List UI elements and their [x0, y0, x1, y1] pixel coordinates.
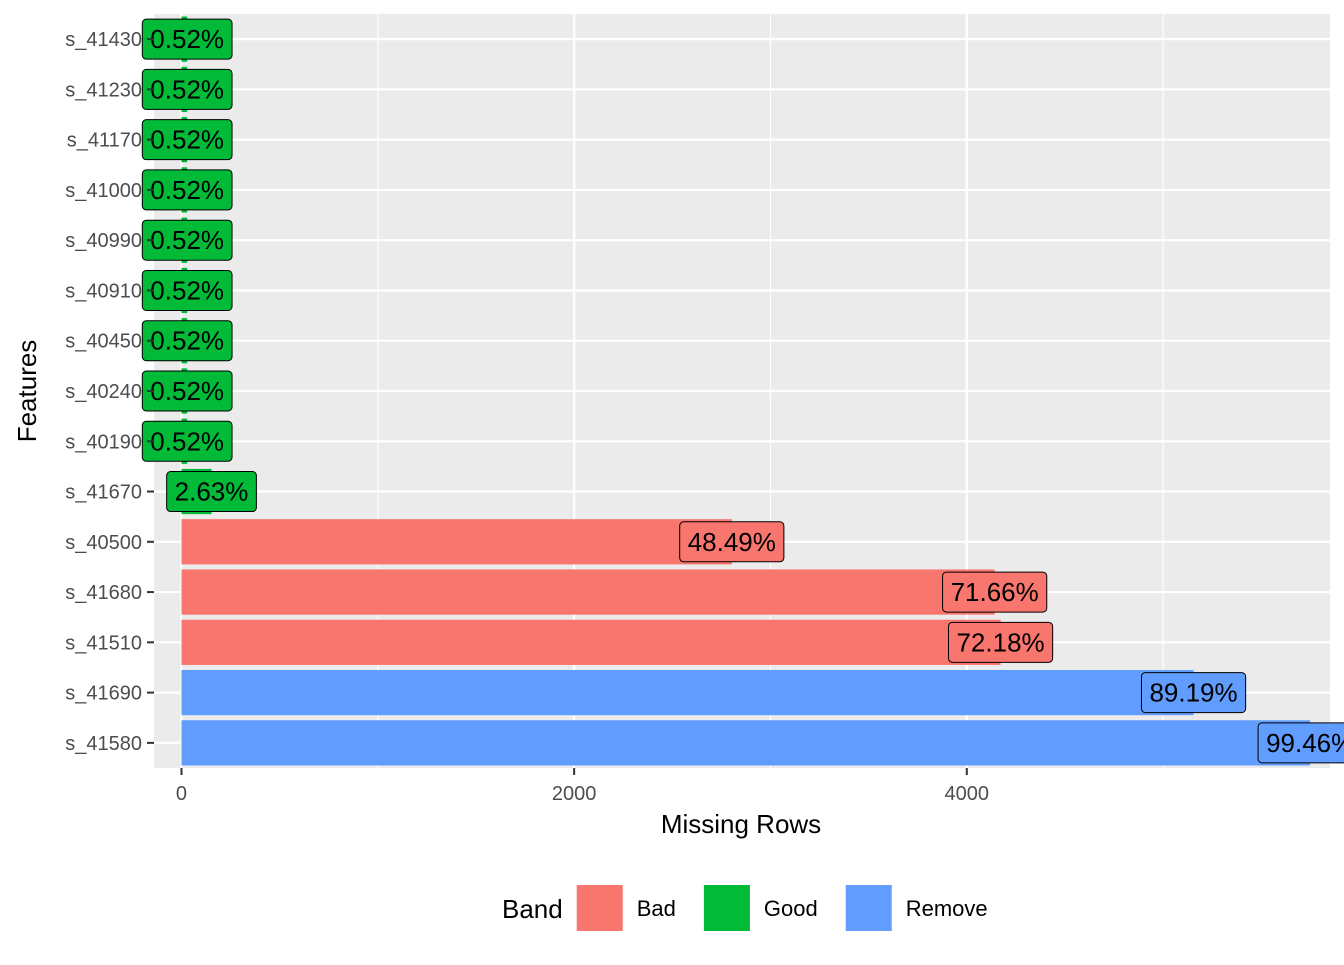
y-tick-label: s_40240 — [65, 381, 142, 403]
y-tick-label: s_40910 — [65, 280, 142, 302]
data-label-text: 71.66% — [951, 577, 1039, 607]
data-label-box — [141, 18, 233, 60]
data-label: 99.46% — [1257, 722, 1344, 764]
data-label: 0.52% — [141, 18, 233, 60]
data-label: 89.19% — [1140, 672, 1247, 714]
legend: Band Bad Good Remove — [502, 885, 988, 931]
data-label: 0.52% — [141, 370, 233, 412]
legend-item-remove: Remove — [845, 885, 988, 931]
x-axis-title: Missing Rows — [661, 809, 821, 839]
y-tick-label: s_40990 — [65, 230, 142, 252]
data-label-box — [141, 169, 233, 211]
legend-label: Remove — [906, 896, 988, 921]
data-label: 72.18% — [947, 621, 1054, 663]
data-label: 0.52% — [141, 169, 233, 211]
data-label-text: 0.52% — [150, 125, 224, 155]
x-axis: 0 2000 4000 — [176, 768, 989, 805]
x-tick-label: 2000 — [552, 783, 597, 805]
data-label: 0.52% — [141, 219, 233, 261]
y-tick-label: s_40500 — [65, 532, 142, 554]
y-tick-label: s_41690 — [65, 683, 142, 705]
data-label-text: 0.52% — [150, 376, 224, 406]
data-label-box — [942, 571, 1048, 613]
legend-key — [703, 885, 750, 931]
data-label: 48.49% — [679, 521, 785, 563]
legend-title: Band — [502, 894, 563, 924]
legend-key — [845, 885, 892, 931]
y-tick-label: s_41430 — [65, 29, 142, 51]
data-label-box — [141, 269, 233, 311]
y-axis-title: Features — [12, 340, 42, 443]
x-tick-label: 0 — [176, 783, 187, 805]
data-label-text: 0.52% — [150, 275, 224, 305]
data-label: 71.66% — [942, 571, 1048, 613]
data-label-box — [141, 219, 233, 261]
bar — [181, 619, 1001, 665]
data-label-box — [141, 370, 233, 412]
bars — [181, 16, 1311, 766]
data-label-text: 0.52% — [150, 24, 224, 54]
data-label-text: 89.19% — [1149, 678, 1237, 708]
data-label-box — [141, 119, 233, 161]
bar — [181, 569, 995, 615]
data-label-box — [1257, 722, 1344, 764]
data-label: 0.52% — [141, 119, 233, 161]
data-label-box — [1140, 672, 1247, 714]
data-label: 0.52% — [141, 269, 233, 311]
x-tick-label: 4000 — [945, 783, 990, 805]
y-tick-label: s_41680 — [65, 582, 142, 604]
data-label-text: 0.52% — [150, 326, 224, 356]
data-label-text: 0.52% — [150, 74, 224, 104]
legend-item-good: Good — [703, 885, 818, 931]
bar — [181, 720, 1311, 766]
legend-label: Bad — [637, 896, 676, 921]
legend-item-bad: Bad — [576, 885, 676, 931]
y-tick-label: s_41580 — [65, 733, 142, 755]
data-label-box — [679, 521, 785, 563]
y-tick-label: s_41670 — [65, 482, 142, 504]
data-label-text: 2.63% — [175, 477, 249, 507]
data-label: 2.63% — [166, 471, 257, 513]
legend-key — [576, 885, 623, 931]
data-label-text: 72.18% — [956, 627, 1044, 657]
data-label-box — [141, 68, 233, 110]
data-label: 0.52% — [141, 68, 233, 110]
data-labels: 0.52% 0.52% 0.52% 0.52% 0.52% 0.52% 0.52% 0.52%… — [141, 18, 1344, 764]
y-tick-label: s_41000 — [65, 180, 142, 202]
y-axis: s_41430 s_41230 s_41170 s_41000 s_40990 s_409… — [65, 29, 154, 755]
bar — [181, 669, 1194, 716]
data-label-text: 0.52% — [150, 426, 224, 456]
legend-label: Good — [764, 896, 818, 921]
data-label-text: 48.49% — [688, 527, 776, 557]
y-tick-label: s_40190 — [65, 431, 142, 453]
data-label-text: 99.46% — [1266, 728, 1344, 758]
y-tick-label: s_41170 — [67, 130, 142, 152]
y-tick-label: s_41230 — [65, 79, 142, 101]
data-label-box — [141, 320, 233, 362]
data-label: 0.52% — [141, 420, 233, 462]
bar — [181, 519, 732, 565]
y-tick-label: s_40450 — [65, 331, 142, 353]
data-label-box — [141, 420, 233, 462]
data-label-box — [947, 621, 1054, 663]
y-tick-label: s_41510 — [65, 632, 142, 654]
data-label: 0.52% — [141, 320, 233, 362]
data-label-text: 0.52% — [150, 175, 224, 205]
data-label-box — [166, 471, 257, 513]
data-label-text: 0.52% — [150, 225, 224, 255]
